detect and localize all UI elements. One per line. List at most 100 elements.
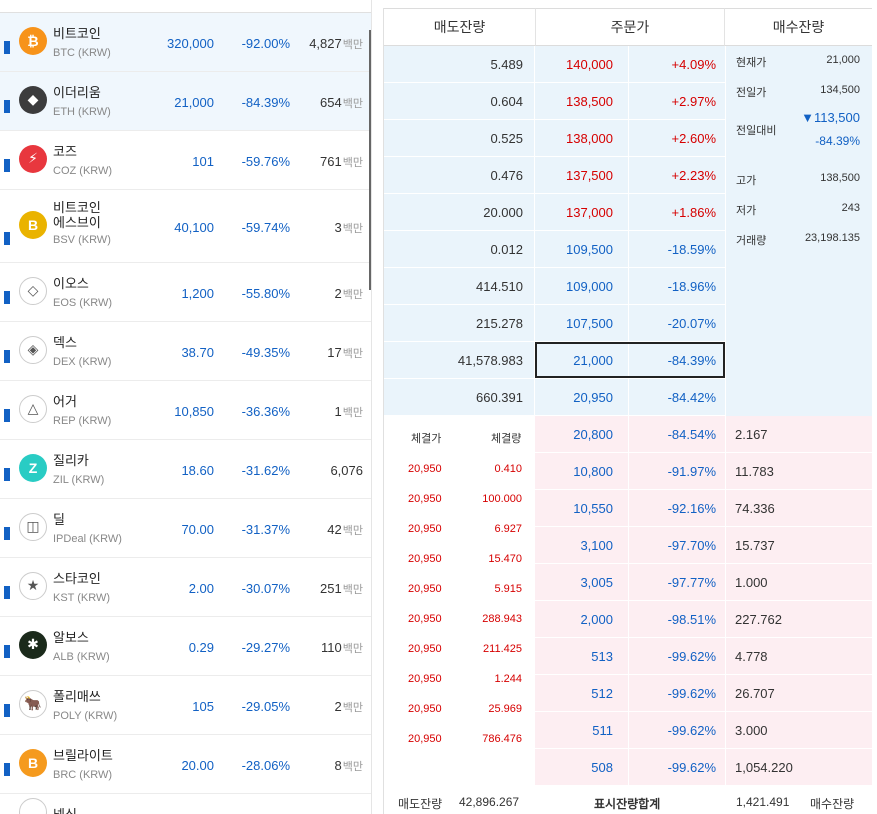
ask-row[interactable]: 5.489 140,000 +4.09% xyxy=(384,46,725,83)
ask-change: +4.09% xyxy=(629,46,725,83)
ask-quantity: 660.391 xyxy=(384,379,534,416)
bid-price[interactable]: 508 xyxy=(535,749,628,786)
augur-icon: △ xyxy=(19,394,47,423)
bid-row[interactable]: 20,800 -84.54% 2.167 xyxy=(384,416,872,453)
coin-volume-unit: 백만 xyxy=(342,524,363,537)
coin-volume: 2백만 xyxy=(293,286,363,302)
coin-volume: 2백만 xyxy=(293,699,363,715)
coin-list[interactable]: ₿ 비트코인 BTC (KRW) 320,000 -92.00% 4,827백만 ◆ 이더리움… xyxy=(0,0,372,814)
bid-row[interactable]: 2,000 -98.51% 227.762 xyxy=(384,601,872,638)
bid-row[interactable]: 10,550 -92.16% 74.336 xyxy=(384,490,872,527)
coin-volume-value: 42 xyxy=(327,521,342,537)
ask-price[interactable]: 140,000 xyxy=(535,46,628,83)
coin-name: 딜 xyxy=(53,512,65,527)
coin-symbol: KST (KRW) xyxy=(53,592,111,604)
ask-change: -84.39% xyxy=(629,342,725,379)
info-value: 243 xyxy=(841,202,860,214)
coin-row[interactable]: B 비트코인 에스브이 BSV (KRW) 40,100 -59.74% 3백만 xyxy=(0,190,371,263)
coin-row[interactable]: △ 어거 REP (KRW) 10,850 -36.36% 1백만 xyxy=(0,381,371,440)
ask-price[interactable]: 21,000 xyxy=(535,342,628,379)
coin-row[interactable]: 🐂 폴리매쓰 POLY (KRW) 105 -29.05% 2백만 xyxy=(0,676,371,735)
bid-price[interactable]: 2,000 xyxy=(535,601,628,638)
ask-row[interactable]: 0.604 138,500 +2.97% xyxy=(384,83,725,120)
bid-row[interactable]: 513 -99.62% 4.778 xyxy=(384,638,872,675)
bid-price[interactable]: 3,100 xyxy=(535,527,628,564)
coin-row[interactable]: ◫ 딜 IPDeal (KRW) 70.00 -31.37% 42백만 xyxy=(0,499,371,558)
ipdeal-icon: ◫ xyxy=(19,512,47,541)
coin-symbol: IPDeal (KRW) xyxy=(53,533,122,545)
ask-price[interactable]: 137,500 xyxy=(535,157,628,194)
coin-change-rate: -59.76% xyxy=(241,153,290,169)
coin-row[interactable]: ◈ 덱스 DEX (KRW) 38.70 -49.35% 17백만 xyxy=(0,322,371,381)
ask-row[interactable]: 20.000 137,000 +1.86% xyxy=(384,194,725,231)
bid-price[interactable]: 512 xyxy=(535,675,628,712)
ask-row[interactable]: 0.012 109,500 -18.59% xyxy=(384,231,725,268)
ask-row[interactable]: 414.510 109,000 -18.96% xyxy=(384,268,725,305)
coin-row[interactable]: ⚡ 코즈 COZ (KRW) 101 -59.76% 761백만 xyxy=(0,131,371,190)
coin-price: 10,850 xyxy=(174,403,214,419)
trade-quantity: 25.969 xyxy=(488,703,522,715)
ask-row[interactable]: 215.278 107,500 -20.07% xyxy=(384,305,725,342)
coin-row[interactable]: ₿ 비트코인 BTC (KRW) 320,000 -92.00% 4,827백만 xyxy=(0,13,371,72)
coin-symbol: BSV (KRW) xyxy=(53,234,111,246)
coin-price: 40,100 xyxy=(174,219,214,235)
bid-row[interactable]: 10,800 -91.97% 11.783 xyxy=(384,453,872,490)
info-label: 전일대비 xyxy=(736,125,777,137)
trade-quantity: 5.915 xyxy=(494,583,522,595)
bid-price[interactable]: 511 xyxy=(535,712,628,749)
bid-price[interactable]: 10,550 xyxy=(535,490,628,527)
coin-name: 코즈 xyxy=(53,144,77,159)
bid-price[interactable]: 20,800 xyxy=(535,416,628,453)
bid-row[interactable]: 512 -99.62% 26.707 xyxy=(384,675,872,712)
coin-volume-unit: 백만 xyxy=(342,583,363,596)
coin-row[interactable]: ◆ 이더리움 ETH (KRW) 21,000 -84.39% 654백만 xyxy=(0,72,371,131)
bid-price[interactable]: 513 xyxy=(535,638,628,675)
ask-price[interactable]: 137,000 xyxy=(535,194,628,231)
ask-quantity: 0.525 xyxy=(384,120,534,157)
ask-price[interactable]: 109,000 xyxy=(535,268,628,305)
coin-row[interactable]: B 브릴라이트 BRC (KRW) 20.00 -28.06% 8백만 xyxy=(0,735,371,794)
coin-volume-unit: 백만 xyxy=(342,156,363,169)
coin-indicator-bar xyxy=(4,763,10,776)
coin-price: 20.00 xyxy=(181,757,214,773)
ask-row[interactable]: 41,578.983 21,000 -84.39% xyxy=(384,342,725,379)
coin-price: 101 xyxy=(192,153,214,169)
coin-row[interactable]: 넴식 xyxy=(0,794,371,814)
coin-row[interactable]: ◇ 이오스 EOS (KRW) 1,200 -55.80% 2백만 xyxy=(0,263,371,322)
ask-qty-header: 매도잔량 xyxy=(384,8,535,46)
bid-quantity: 1,054.220 xyxy=(726,749,872,786)
trade-quantity: 288.943 xyxy=(482,613,522,625)
ask-price[interactable]: 138,000 xyxy=(535,120,628,157)
ask-price[interactable]: 20,950 xyxy=(535,379,628,416)
coin-row[interactable]: Z 질리카 ZIL (KRW) 18.60 -31.62% 6,076 xyxy=(0,440,371,499)
coin-row[interactable]: ✱ 알보스 ALB (KRW) 0.29 -29.27% 110백만 xyxy=(0,617,371,676)
ask-quantity: 5.489 xyxy=(384,46,534,83)
scrollbar-thumb[interactable] xyxy=(369,30,371,290)
bid-row[interactable]: 508 -99.62% 1,054.220 xyxy=(384,749,872,786)
price-info-panel: 현재가 21,000 전일가 134,500 전일대비 ▼113,500 -84.39% 고가… xyxy=(726,46,872,416)
bitcoin-sv-icon: B xyxy=(19,210,47,239)
info-value: 23,198.135 xyxy=(804,232,860,244)
coin-change-rate: -29.05% xyxy=(241,698,290,714)
bid-row[interactable]: 3,005 -97.77% 1.000 xyxy=(384,564,872,601)
bid-row[interactable]: 511 -99.62% 3.000 xyxy=(384,712,872,749)
ask-row[interactable]: 0.476 137,500 +2.23% xyxy=(384,157,725,194)
zilliqa-icon: Z xyxy=(19,453,47,482)
info-label: 저가 xyxy=(736,205,757,217)
ask-price[interactable]: 109,500 xyxy=(535,231,628,268)
bid-price[interactable]: 10,800 xyxy=(535,453,628,490)
bid-change: -99.62% xyxy=(629,712,725,749)
bid-price[interactable]: 3,005 xyxy=(535,564,628,601)
price-header: 주문가 xyxy=(535,8,725,46)
coin-change-rate: -31.37% xyxy=(241,521,290,537)
bid-row[interactable]: 3,100 -97.70% 15.737 xyxy=(384,527,872,564)
coin-volume: 110백만 xyxy=(293,640,363,656)
ask-price[interactable]: 107,500 xyxy=(535,305,628,342)
ask-row[interactable]: 0.525 138,000 +2.60% xyxy=(384,120,725,157)
coin-name: 브릴라이트 xyxy=(53,748,113,763)
ask-row[interactable]: 660.391 20,950 -84.42% xyxy=(384,379,725,416)
ask-price[interactable]: 138,500 xyxy=(535,83,628,120)
coin-row[interactable]: ★ 스타코인 KST (KRW) 2.00 -30.07% 251백만 xyxy=(0,558,371,617)
coin-volume: 1백만 xyxy=(293,404,363,420)
coin-change-rate: -31.62% xyxy=(241,462,290,478)
